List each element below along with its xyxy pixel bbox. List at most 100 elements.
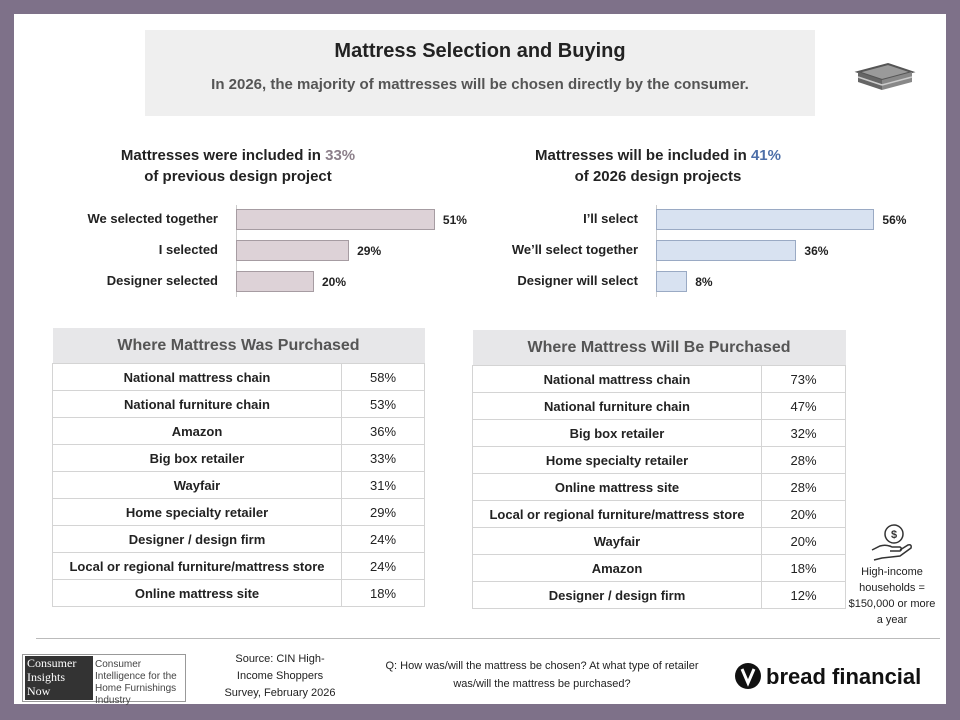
table-row: National mattress chain 73% <box>472 365 846 393</box>
retailer: Home specialty retailer <box>472 446 762 474</box>
cin-tagline: Consumer Intelligence for the Home Furni… <box>95 659 177 706</box>
table-row: Designer / design firm 24% <box>52 525 425 553</box>
table-row: National furniture chain 53% <box>52 390 425 418</box>
slide: Mattress Selection and Buying In 2026, t… <box>14 14 946 706</box>
retailer: National mattress chain <box>52 363 342 391</box>
table-row: Big box retailer 32% <box>472 419 846 447</box>
bar <box>236 271 314 292</box>
table-title: Where Mattress Will Be Purchased <box>472 330 846 366</box>
retailer: National furniture chain <box>52 390 342 418</box>
cin-logo-line: Consumer <box>27 656 77 670</box>
svg-text:$: $ <box>891 529 897 541</box>
share: 53% <box>341 390 425 418</box>
header-box <box>145 30 815 116</box>
table: Where Mattress Will Be Purchased National… <box>472 330 846 609</box>
table-row: Amazon 18% <box>472 554 846 582</box>
table-row: Online mattress site 18% <box>52 579 425 607</box>
value-label: 56% <box>882 213 907 227</box>
share: 33% <box>341 444 425 472</box>
bar <box>656 271 688 292</box>
share: 31% <box>341 471 425 499</box>
table-row: National furniture chain 47% <box>472 392 846 420</box>
table-title: Where Mattress Was Purchased <box>52 328 425 364</box>
table-row: Local or regional furniture/mattress sto… <box>472 500 846 528</box>
share: 32% <box>761 419 846 447</box>
share: 20% <box>761 527 846 555</box>
cin-logo-mark: Consumer Insights Now <box>25 656 93 700</box>
note: High-income households = $150,000 or mor… <box>848 566 936 626</box>
share: 29% <box>341 498 425 526</box>
table-row: Designer / design firm 12% <box>472 581 846 609</box>
source: Source: CIN High-Income Shoppers Survey,… <box>224 653 336 699</box>
bread-logo-text: bread financial <box>766 664 922 689</box>
table-row: Home specialty retailer 29% <box>52 498 425 526</box>
retailer: Amazon <box>472 554 762 582</box>
share: 12% <box>761 581 846 609</box>
bar <box>236 240 350 261</box>
share: 73% <box>761 365 846 393</box>
mattress-icon <box>854 62 916 90</box>
chart-title: Mattresses will be included in 41% of 202… <box>498 145 818 187</box>
money-hand-icon: $ <box>871 524 912 561</box>
share: 47% <box>761 392 846 420</box>
footer-rule <box>36 638 940 639</box>
retailer: Wayfair <box>472 527 762 555</box>
value-label: 29% <box>357 244 382 258</box>
cin-logo: Consumer Insights Now Consumer Intellige… <box>22 654 186 706</box>
title: Mattress Selection and Buying <box>334 40 626 62</box>
table: Where Mattress Was Purchased National mat… <box>52 328 425 607</box>
retailer: Designer / design firm <box>472 581 762 609</box>
chart-title-highlight: 33% <box>325 147 356 164</box>
category-label: We’ll select together <box>511 242 638 257</box>
retailer: National mattress chain <box>472 365 762 393</box>
share: 58% <box>341 363 425 391</box>
bar <box>656 209 875 230</box>
table-row: Amazon 36% <box>52 417 425 445</box>
retailer: Amazon <box>52 417 342 445</box>
retailer: Home specialty retailer <box>52 498 342 526</box>
cin-logo-line: Now <box>27 684 51 698</box>
value-label: 36% <box>804 244 829 258</box>
share: 28% <box>761 473 846 501</box>
bar <box>656 240 797 261</box>
retailer: Online mattress site <box>52 579 342 607</box>
cin-logo-line: Insights <box>27 670 66 684</box>
chart-title-lead: Mattresses will be included in <box>535 147 747 164</box>
table-row: Wayfair 20% <box>472 527 846 555</box>
chart-title-rest: of previous design project <box>144 168 332 185</box>
chart-title-line: Mattresses were included in 33% <box>78 145 398 166</box>
question: Q: How was/will the mattress be chosen? … <box>385 660 699 690</box>
bar <box>236 209 435 230</box>
share: 18% <box>761 554 846 582</box>
table-header-row: Where Mattress Was Purchased <box>52 328 425 364</box>
share: 24% <box>341 525 425 553</box>
retailer: Big box retailer <box>472 419 762 447</box>
retailer: Local or regional furniture/mattress sto… <box>52 552 342 580</box>
share: 20% <box>761 500 846 528</box>
table-header-row: Where Mattress Will Be Purchased <box>472 330 846 366</box>
retailer: Wayfair <box>52 471 342 499</box>
share: 36% <box>341 417 425 445</box>
category-label: I selected <box>158 242 218 257</box>
category-label: Designer will select <box>517 273 638 288</box>
share: 24% <box>341 552 425 580</box>
category-label: Designer selected <box>106 273 218 288</box>
retailer: Big box retailer <box>52 444 342 472</box>
chart-title-line: Mattresses will be included in 41% <box>498 145 818 166</box>
table-row: National mattress chain 58% <box>52 363 425 391</box>
table-row: Local or regional furniture/mattress sto… <box>52 552 425 580</box>
retailer: Online mattress site <box>472 473 762 501</box>
table-row: Home specialty retailer 28% <box>472 446 846 474</box>
category-label: I’ll select <box>583 211 638 226</box>
table-row: Big box retailer 33% <box>52 444 425 472</box>
retailer: Local or regional furniture/mattress sto… <box>472 500 762 528</box>
retailer: National furniture chain <box>472 392 762 420</box>
bread-logo-mark <box>735 663 761 689</box>
chart-title-lead: Mattresses were included in <box>120 147 321 164</box>
value-label: 8% <box>695 275 713 289</box>
table-row: Online mattress site 28% <box>472 473 846 501</box>
table-row: Wayfair 31% <box>52 471 425 499</box>
retailer: Designer / design firm <box>52 525 342 553</box>
subtitle: In 2026, the majority of mattresses will… <box>211 76 749 93</box>
share: 18% <box>341 579 425 607</box>
